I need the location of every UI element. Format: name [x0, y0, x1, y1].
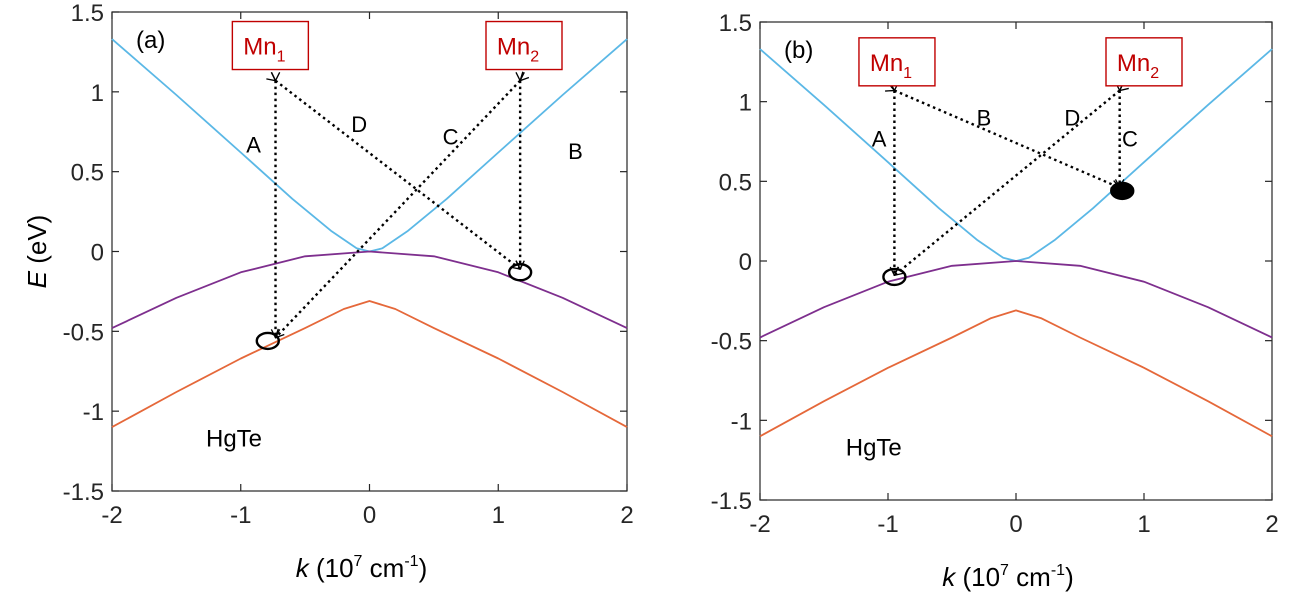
x-tick-label: -1: [230, 502, 251, 529]
y-tick-label: -1: [83, 399, 104, 426]
mn-label-base: Mn: [870, 50, 903, 77]
transition-arrow: [894, 91, 1119, 276]
x-axis-label-part: ): [1065, 562, 1074, 592]
x-axis-label-part: (10: [309, 553, 354, 583]
y-tick-label: -1.5: [711, 488, 752, 515]
mn-label-sub: 1: [903, 65, 912, 82]
y-tick-label: 1.5: [71, 0, 104, 27]
mn-label-base: Mn: [1117, 50, 1150, 77]
x-axis-label-part: 7: [354, 553, 363, 570]
x-axis-label: k (107 cm-1): [296, 553, 428, 583]
x-axis-label-part: 7: [1000, 562, 1009, 579]
x-axis-label: k (107 cm-1): [942, 562, 1074, 592]
mn-label: Mn1: [870, 50, 912, 82]
y-axis-label-part: E: [22, 270, 52, 288]
band-curve-0: [111, 38, 628, 253]
mn-label-base: Mn: [243, 34, 276, 61]
x-tick-label: 2: [620, 502, 633, 529]
mn-label-sub: 2: [530, 49, 539, 66]
hole-marker: [507, 263, 533, 282]
x-axis-label-part: -1: [1051, 562, 1065, 579]
x-axis-label-part: ): [419, 553, 428, 583]
y-axis-label-part: (eV): [22, 215, 52, 271]
x-axis-label-part: k: [296, 553, 311, 583]
transition-label: D: [1064, 106, 1080, 131]
y-tick-label: -0.5: [63, 319, 104, 346]
hole-marker: [255, 331, 280, 351]
band-curve-0: [759, 48, 1273, 262]
band-curve-2: [111, 300, 628, 428]
x-tick-label: 0: [363, 502, 376, 529]
transition-arrow: [276, 81, 521, 338]
x-axis-label-part: cm: [1009, 562, 1051, 592]
x-tick-label: -2: [749, 511, 770, 538]
mn-box: [858, 37, 936, 87]
transition-label: B: [568, 139, 583, 164]
mn-label-sub: 2: [1150, 65, 1159, 82]
mn-box: [485, 20, 563, 71]
mn-label-base: Mn: [497, 34, 530, 61]
mn-box: [1105, 37, 1183, 87]
transition-arrow: [894, 91, 1119, 188]
x-axis-label-part: k: [942, 562, 957, 592]
transition-label: C: [1122, 126, 1138, 151]
band-curve-2: [759, 309, 1273, 438]
transition-label: A: [872, 126, 887, 151]
y-tick-label: 1.5: [719, 10, 752, 37]
transition-label: A: [246, 133, 261, 158]
x-tick-label: 2: [1265, 511, 1278, 538]
y-tick-label: 0: [91, 240, 104, 267]
transition-arrow: [276, 81, 521, 271]
y-axis-label: E (eV): [22, 215, 52, 289]
panel-label: (b): [784, 37, 813, 64]
x-tick-label: -2: [101, 502, 122, 529]
y-tick-label: 1: [739, 90, 752, 117]
material-label: HgTe: [206, 425, 262, 452]
x-axis-label-part: cm: [362, 553, 404, 583]
transition-label: B: [977, 106, 992, 131]
y-tick-label: -0.5: [711, 329, 752, 356]
y-tick-label: -1: [731, 408, 752, 435]
x-tick-label: 1: [1137, 511, 1150, 538]
y-tick-label: 0: [739, 249, 752, 276]
x-tick-label: -1: [877, 511, 898, 538]
mn-label: Mn1: [243, 34, 285, 66]
panel-label: (a): [136, 27, 165, 54]
x-tick-label: 0: [1009, 511, 1022, 538]
mn-box: [231, 20, 310, 71]
hole-marker: [882, 267, 907, 287]
y-tick-label: -1.5: [63, 479, 104, 506]
mn-label-sub: 1: [277, 49, 286, 66]
x-axis-label-part: -1: [404, 553, 418, 570]
y-tick-label: 1: [91, 80, 104, 107]
band-curve-1: [111, 250, 628, 329]
electron-marker: [1110, 181, 1135, 201]
material-label: HgTe: [846, 434, 902, 461]
x-tick-label: 1: [492, 502, 505, 529]
band-curve-1: [759, 260, 1273, 339]
y-tick-label: 0.5: [719, 169, 752, 196]
x-axis-label-part: (10: [955, 562, 1000, 592]
transition-label: C: [443, 125, 459, 150]
mn-label: Mn2: [1117, 50, 1159, 82]
mn-label: Mn2: [497, 34, 539, 66]
y-tick-label: 0.5: [71, 160, 104, 187]
transition-label: D: [351, 112, 367, 137]
